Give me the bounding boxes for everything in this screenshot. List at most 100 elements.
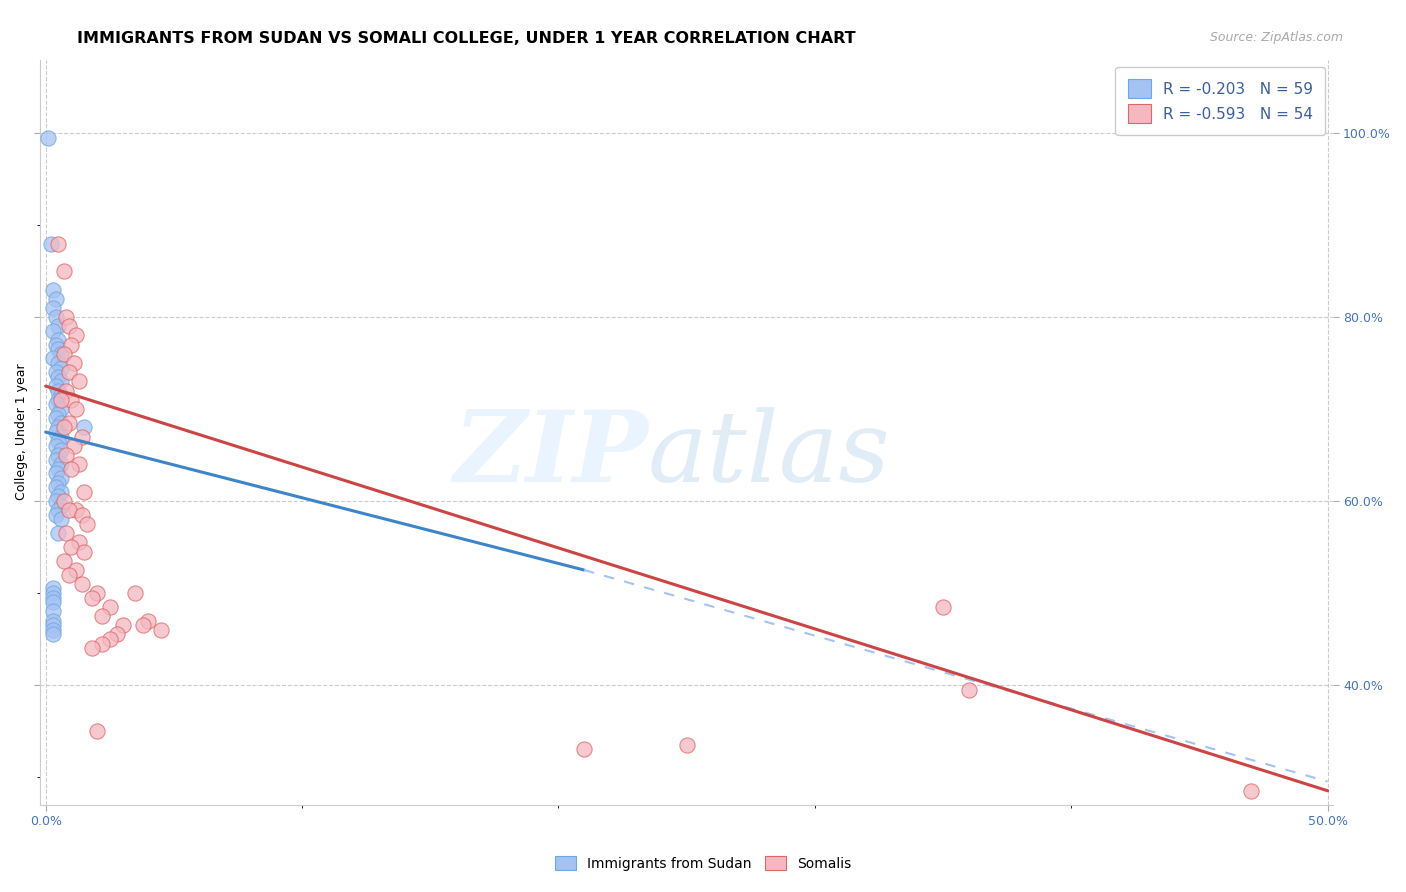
Point — [48, 392, 70, 407]
Point — [48, 434, 70, 449]
Point — [48, 319, 70, 334]
Point — [48, 407, 70, 421]
Point — [65, 402, 87, 417]
Point — [48, 384, 70, 398]
Point — [58, 567, 80, 582]
Point — [42, 351, 65, 366]
Point — [45, 494, 67, 508]
Point — [45, 397, 67, 411]
Point — [58, 319, 80, 334]
Point — [124, 586, 146, 600]
Y-axis label: College, Under 1 year: College, Under 1 year — [15, 364, 28, 500]
Point — [86, 586, 108, 600]
Point — [65, 328, 87, 343]
Point — [39, 236, 62, 251]
Point — [49, 484, 72, 499]
Point — [48, 333, 70, 347]
Point — [42, 591, 65, 605]
Point — [48, 490, 70, 504]
Point — [957, 682, 980, 697]
Point — [55, 310, 77, 324]
Point — [132, 618, 155, 632]
Point — [63, 439, 86, 453]
Point — [49, 360, 72, 375]
Point — [55, 384, 77, 398]
Point — [48, 526, 70, 541]
Point — [42, 604, 65, 618]
Point — [45, 411, 67, 425]
Point — [42, 324, 65, 338]
Point — [52, 420, 75, 434]
Point — [107, 627, 129, 641]
Point — [42, 618, 65, 632]
Point — [675, 738, 697, 752]
Point — [60, 392, 83, 407]
Point — [52, 264, 75, 278]
Point — [49, 443, 72, 458]
Point — [49, 512, 72, 526]
Point — [42, 283, 65, 297]
Point — [42, 586, 65, 600]
Point — [45, 439, 67, 453]
Point — [49, 392, 72, 407]
Point — [48, 503, 70, 517]
Point — [60, 337, 83, 351]
Point — [63, 356, 86, 370]
Point — [70, 508, 93, 522]
Text: ZIP: ZIP — [453, 406, 648, 503]
Point — [58, 365, 80, 379]
Point — [48, 370, 70, 384]
Point — [45, 365, 67, 379]
Point — [111, 618, 134, 632]
Point — [49, 402, 72, 417]
Point — [45, 467, 67, 481]
Point — [60, 540, 83, 554]
Point — [91, 637, 114, 651]
Point — [42, 301, 65, 315]
Point — [48, 475, 70, 490]
Point — [932, 599, 955, 614]
Text: atlas: atlas — [648, 407, 890, 502]
Point — [48, 236, 70, 251]
Point — [49, 499, 72, 513]
Point — [91, 609, 114, 624]
Point — [55, 448, 77, 462]
Point — [42, 627, 65, 641]
Point — [49, 375, 72, 389]
Point — [48, 420, 70, 434]
Point — [70, 430, 93, 444]
Point — [73, 420, 96, 434]
Point — [67, 457, 90, 471]
Point — [65, 563, 87, 577]
Point — [70, 576, 93, 591]
Point — [42, 614, 65, 628]
Point — [1240, 783, 1263, 797]
Point — [42, 623, 65, 637]
Point — [45, 480, 67, 494]
Point — [48, 343, 70, 357]
Point — [52, 347, 75, 361]
Point — [49, 416, 72, 430]
Point — [136, 614, 159, 628]
Point — [572, 742, 595, 756]
Point — [80, 591, 103, 605]
Legend: Immigrants from Sudan, Somalis: Immigrants from Sudan, Somalis — [550, 850, 856, 876]
Point — [86, 723, 108, 738]
Text: IMMIGRANTS FROM SUDAN VS SOMALI COLLEGE, UNDER 1 YEAR CORRELATION CHART: IMMIGRANTS FROM SUDAN VS SOMALI COLLEGE,… — [77, 31, 856, 46]
Point — [67, 375, 90, 389]
Point — [58, 503, 80, 517]
Point — [45, 292, 67, 306]
Point — [80, 641, 103, 656]
Point — [37, 130, 59, 145]
Point — [45, 310, 67, 324]
Point — [55, 526, 77, 541]
Point — [52, 554, 75, 568]
Point — [49, 347, 72, 361]
Point — [60, 462, 83, 476]
Point — [48, 356, 70, 370]
Point — [45, 425, 67, 439]
Point — [49, 430, 72, 444]
Point — [58, 416, 80, 430]
Point — [45, 452, 67, 467]
Point — [45, 379, 67, 393]
